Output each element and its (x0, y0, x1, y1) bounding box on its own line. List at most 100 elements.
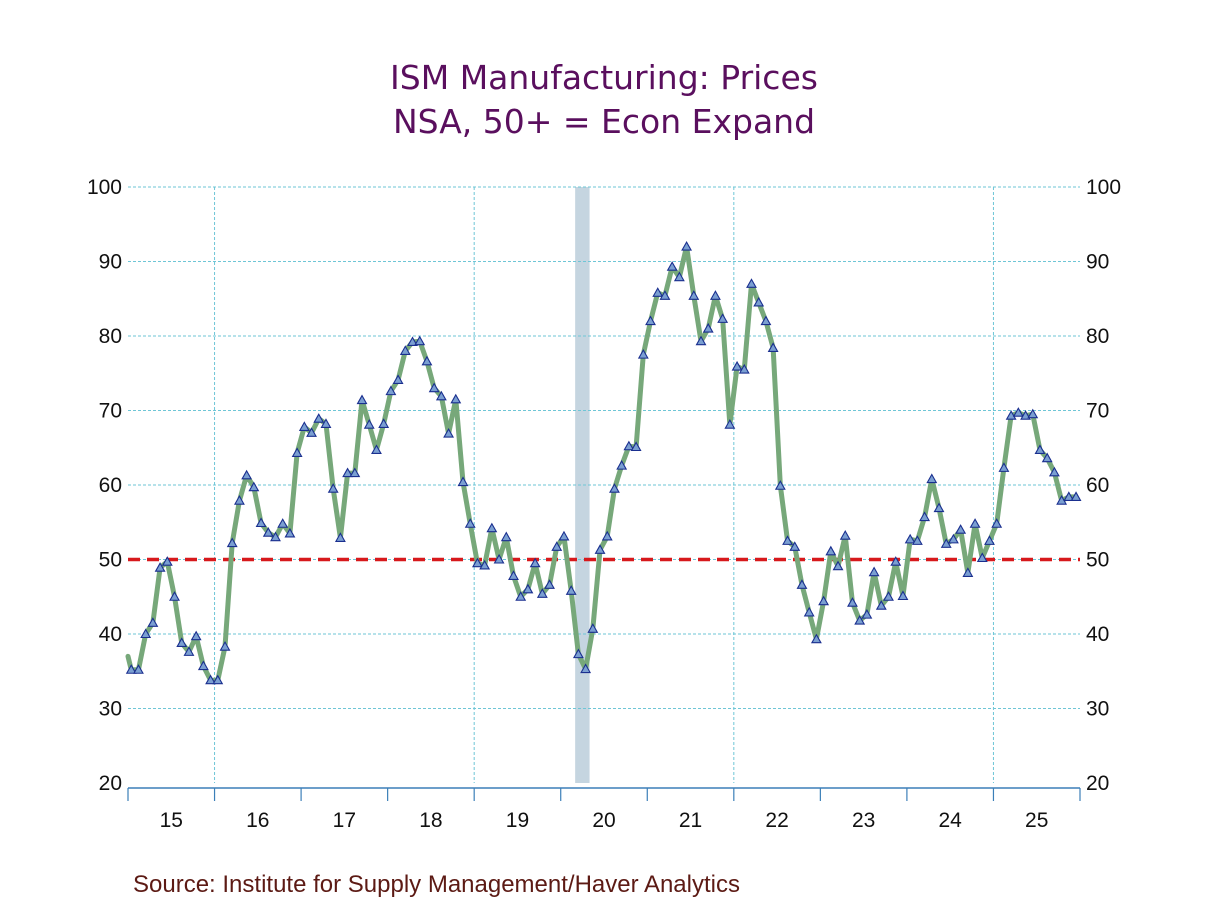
data-point (832, 560, 844, 571)
data-point (558, 530, 570, 541)
data-point (320, 418, 332, 428)
data-point (536, 588, 548, 598)
y-tick-label-right: 30 (1086, 698, 1109, 721)
data-point (486, 522, 498, 533)
data-point (601, 530, 613, 541)
data-point (947, 533, 959, 544)
data-point (847, 597, 858, 607)
data-point (630, 441, 642, 452)
data-point (861, 609, 873, 619)
data-point (883, 591, 894, 601)
data-point (796, 579, 808, 589)
data-point (551, 541, 563, 551)
data-point (854, 614, 866, 625)
data-point (219, 641, 231, 651)
data-point (133, 664, 144, 674)
data-point (991, 518, 1003, 528)
x-tick-label: 17 (333, 809, 356, 832)
data-point (125, 664, 137, 674)
data-point (176, 637, 188, 647)
data-point (746, 278, 757, 288)
data-point (270, 531, 281, 542)
data-point (803, 606, 815, 617)
y-tick-label-left: 100 (87, 176, 122, 199)
data-point (435, 390, 447, 401)
data-point (666, 261, 678, 271)
data-point (580, 663, 592, 674)
data-point (609, 483, 620, 493)
data-point (1070, 491, 1082, 501)
y-tick-label-right: 90 (1086, 251, 1109, 274)
data-point (169, 591, 180, 601)
data-point (911, 535, 923, 545)
data-point (147, 617, 159, 627)
data-point (342, 467, 354, 478)
data-point (782, 535, 793, 545)
data-point (1020, 410, 1031, 420)
data-point (277, 518, 289, 528)
data-point (428, 382, 440, 393)
data-point (709, 290, 721, 300)
data-point (919, 511, 931, 522)
recession-shade (575, 187, 590, 783)
data-point (594, 544, 606, 554)
data-point (565, 585, 577, 595)
data-point (1027, 408, 1039, 419)
data-point (681, 240, 693, 251)
data-point (284, 527, 296, 538)
data-point (753, 296, 765, 307)
data-point (962, 567, 974, 577)
data-point (616, 460, 628, 470)
y-tick-label-left: 30 (99, 698, 122, 721)
data-point (717, 313, 729, 323)
data-point (414, 335, 426, 346)
data-point (904, 533, 916, 544)
data-point (623, 440, 635, 451)
x-tick-label: 24 (939, 809, 963, 832)
data-point (291, 447, 303, 458)
data-point (161, 556, 173, 566)
data-point (818, 595, 830, 606)
x-tick-label: 19 (506, 809, 529, 832)
data-point (205, 674, 217, 685)
data-point (875, 600, 887, 610)
data-point (1041, 452, 1053, 463)
data-point (154, 562, 166, 572)
data-point (760, 315, 772, 326)
data-point (659, 290, 671, 300)
data-point (356, 394, 368, 405)
data-point (1005, 410, 1017, 420)
data-point (197, 660, 209, 671)
data-point (298, 421, 310, 431)
data-point (255, 517, 267, 528)
data-point (140, 628, 152, 639)
y-tick-label-left: 40 (99, 623, 122, 646)
data-point (825, 545, 837, 556)
data-point (637, 349, 649, 359)
data-point (984, 535, 995, 545)
data-point (479, 559, 491, 570)
data-point (926, 473, 938, 484)
x-tick-label: 18 (419, 809, 442, 832)
data-point (1048, 466, 1060, 477)
data-point (190, 630, 202, 641)
data-point (385, 385, 397, 396)
data-point (1063, 491, 1075, 501)
y-tick-label-right: 100 (1086, 176, 1121, 199)
data-point (695, 335, 707, 346)
data-point (839, 530, 851, 540)
x-tick-label: 20 (592, 809, 615, 832)
data-point (587, 623, 599, 633)
data-point (1012, 407, 1024, 417)
data-point (1034, 444, 1046, 455)
data-point (241, 469, 253, 480)
data-point (407, 336, 418, 347)
y-tick-label-right: 60 (1086, 474, 1109, 497)
data-point (327, 483, 339, 493)
data-point (969, 518, 981, 528)
data-point (673, 271, 685, 282)
source-note: Source: Institute for Supply Management/… (133, 871, 740, 898)
data-point (349, 467, 361, 478)
y-tick-label-left: 20 (99, 772, 122, 795)
y-tick-label-right: 70 (1086, 400, 1109, 423)
